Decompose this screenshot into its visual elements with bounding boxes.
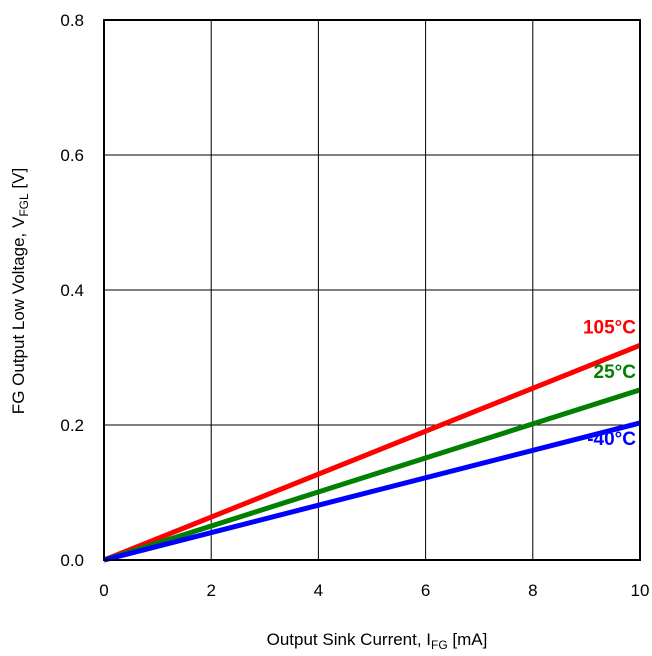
x-tick-label: 4 [314,581,323,600]
x-tick-labels: 0 2 4 6 8 10 [99,581,649,600]
x-axis-title: Output Sink Current, IFG [mA] [267,630,488,652]
x-tick-label: 0 [99,581,108,600]
x-tick-label: 6 [421,581,430,600]
y-axis-title-unit: [V] [9,168,28,194]
series-lines [103,343,641,563]
y-tick-label: 0.4 [60,281,84,300]
x-tick-label: 2 [206,581,215,600]
x-axis-title-sub: FG [431,638,448,652]
series-label-2: -40°C [587,429,636,450]
series-line-2 [103,420,641,563]
plot-frame [103,19,641,561]
x-tick-label: 10 [631,581,650,600]
series-line-0 [103,343,641,563]
y-tick-label: 0.6 [60,146,84,165]
x-axis-title-main: Output Sink Current, I [267,630,431,649]
y-axis-title: FG Output Low Voltage, VFGL [V] [9,168,31,414]
x-axis-title-unit: [mA] [448,630,488,649]
series-label-1: 25°C [594,362,637,383]
y-axis-title-main: FG Output Low Voltage, V [9,216,28,414]
y-tick-labels: 0.0 0.2 0.4 0.6 0.8 [60,11,84,570]
y-tick-label: 0.8 [60,11,84,30]
y-axis-title-sub: FGL [17,193,31,217]
grid-lines [103,19,641,561]
y-tick-label: 0.2 [60,416,84,435]
series-labels: 105°C 25°C -40°C [583,317,636,450]
series-label-0: 105°C [583,317,636,338]
y-tick-label: 0.0 [60,551,84,570]
series-line-1 [103,387,641,563]
x-tick-label: 8 [528,581,537,600]
